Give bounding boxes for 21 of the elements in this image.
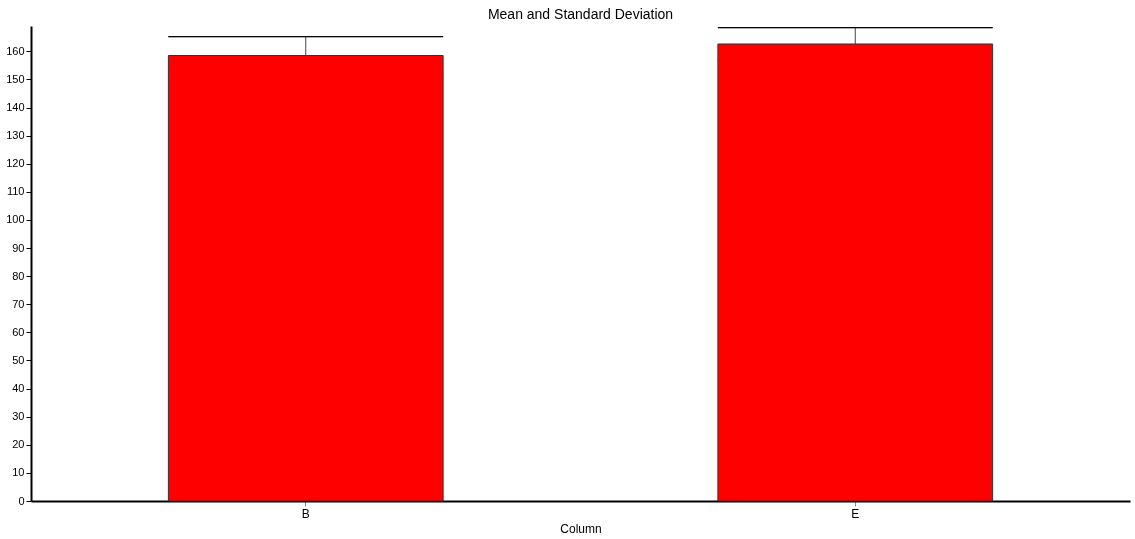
y-tick-label: 30 — [12, 410, 25, 423]
y-tick-label: 140 — [6, 101, 25, 114]
y-tick-label: 100 — [6, 213, 25, 226]
y-tick-label: 10 — [12, 466, 25, 479]
x-tick-label: B — [301, 506, 310, 521]
y-tick-label: 60 — [12, 325, 25, 338]
y-tick-label: 130 — [6, 129, 25, 142]
y-tick-label: 20 — [12, 438, 25, 451]
y-tick-label: 50 — [12, 353, 25, 366]
y-tick-label: 150 — [6, 72, 25, 85]
y-tick-label: 110 — [6, 185, 25, 198]
y-tick-label: 0 — [18, 494, 25, 507]
y-tick-label: 40 — [12, 382, 25, 395]
y-tick-label: 160 — [6, 44, 25, 57]
x-tick-label: E — [851, 506, 860, 521]
y-tick-label: 70 — [12, 297, 25, 310]
y-tick-label: 80 — [12, 269, 25, 282]
y-tick-label: 120 — [6, 157, 25, 170]
x-axis-title: Column — [560, 521, 602, 536]
y-tick-label: 90 — [12, 241, 25, 254]
chart-title: Mean and Standard Deviation — [487, 6, 674, 22]
